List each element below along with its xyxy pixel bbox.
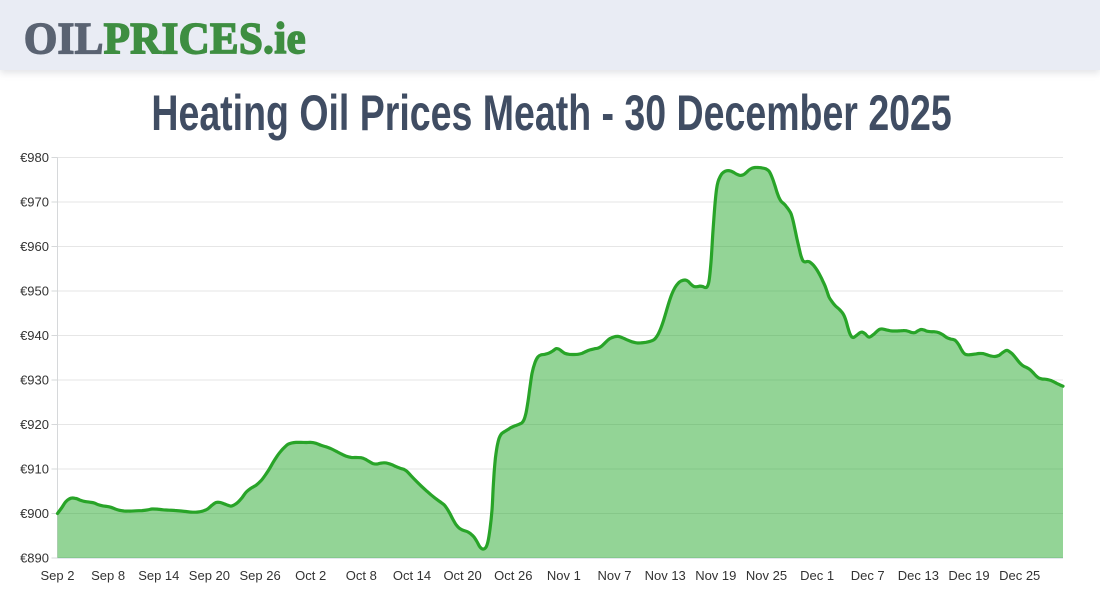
svg-text:Sep 26: Sep 26 [239,568,280,583]
svg-text:€910: €910 [20,462,49,477]
svg-text:Oct 26: Oct 26 [494,568,532,583]
svg-text:Oct 8: Oct 8 [346,568,377,583]
svg-text:Nov 13: Nov 13 [645,568,686,583]
svg-text:€970: €970 [20,195,49,210]
svg-text:Dec 1: Dec 1 [800,568,834,583]
svg-text:Sep 8: Sep 8 [91,568,125,583]
svg-text:Nov 1: Nov 1 [547,568,581,583]
svg-text:€900: €900 [20,506,49,521]
svg-text:Dec 7: Dec 7 [851,568,885,583]
svg-text:€920: €920 [20,417,49,432]
svg-text:Oct 20: Oct 20 [443,568,481,583]
svg-text:€950: €950 [20,284,49,299]
svg-text:€930: €930 [20,373,49,388]
svg-text:€980: €980 [20,150,49,165]
svg-text:€890: €890 [20,551,49,566]
svg-text:Sep 20: Sep 20 [189,568,230,583]
svg-text:Dec 13: Dec 13 [898,568,939,583]
svg-text:€960: €960 [20,239,49,254]
svg-text:Oct 14: Oct 14 [393,568,431,583]
svg-text:Nov 7: Nov 7 [598,568,632,583]
svg-text:Nov 25: Nov 25 [746,568,787,583]
svg-text:Dec 25: Dec 25 [999,568,1040,583]
svg-text:Dec 19: Dec 19 [948,568,989,583]
svg-text:Sep 2: Sep 2 [41,568,75,583]
svg-text:Oct 2: Oct 2 [295,568,326,583]
svg-text:€940: €940 [20,328,49,343]
svg-text:Nov 19: Nov 19 [695,568,736,583]
svg-text:Sep 14: Sep 14 [138,568,179,583]
